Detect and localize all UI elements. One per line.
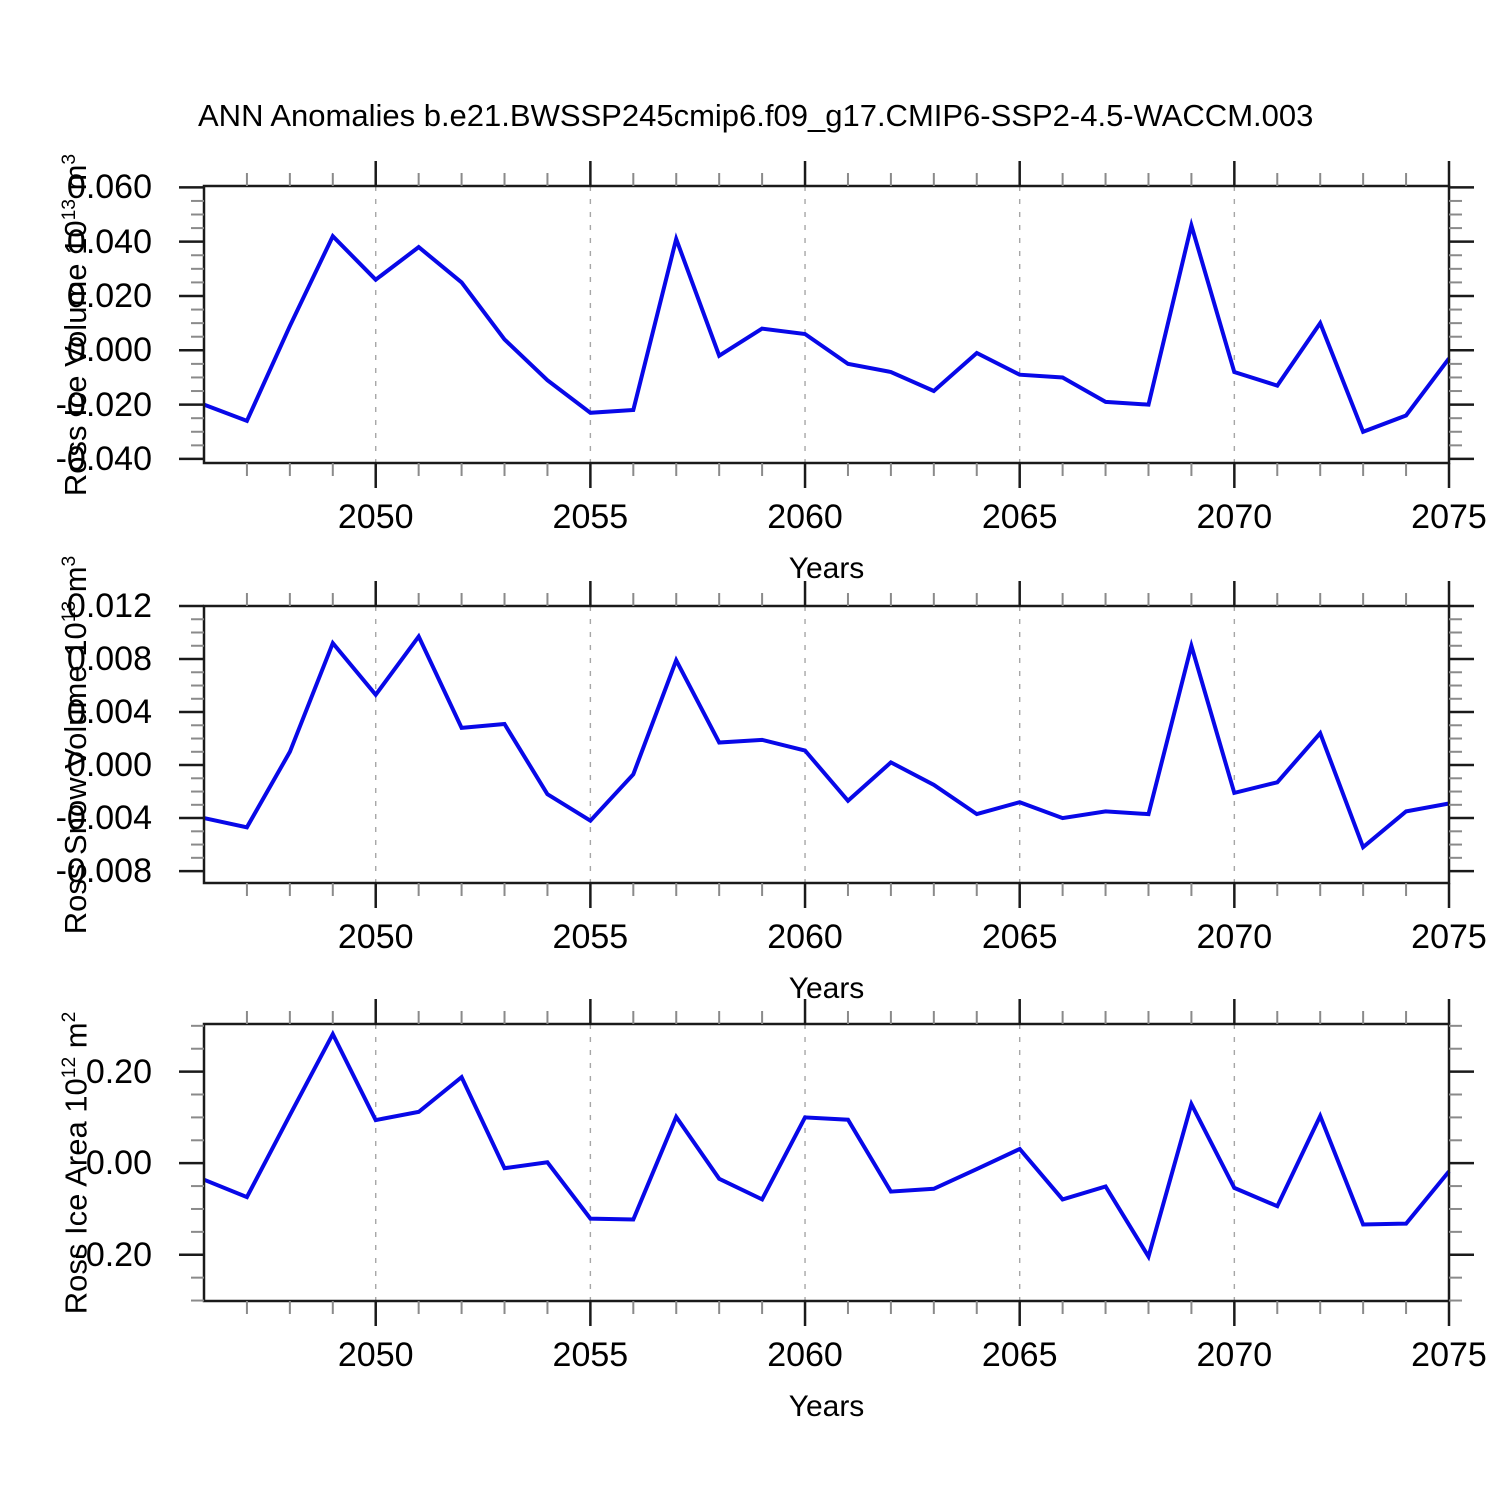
x-tick-label: 2065 <box>981 918 1058 956</box>
y-tick-label: 0.008 <box>66 640 152 678</box>
plot-border <box>202 1022 1451 1303</box>
x-tick-label: 2055 <box>552 1336 629 1374</box>
x-axis-label: Years <box>788 1390 865 1423</box>
x-tick-label: 2065 <box>981 498 1058 536</box>
gridlines-group <box>375 186 1236 463</box>
axes-and-ticks-group <box>179 581 1474 908</box>
y-tick-label: -0.020 <box>55 385 152 424</box>
y-tick-label: -0.004 <box>55 799 152 838</box>
x-tick-label: 2060 <box>767 1336 843 1374</box>
data-line <box>203 632 1450 851</box>
y-tick-label: -0.040 <box>55 439 152 478</box>
x-tick-label: 2070 <box>1196 498 1273 536</box>
data-line <box>203 217 1451 435</box>
y-tick-label: 0.000 <box>66 331 152 370</box>
x-axis-label: Years <box>788 972 865 1005</box>
x-axis-label: Years <box>788 552 865 585</box>
series-line <box>203 632 1450 851</box>
x-tick-label: 2055 <box>552 918 629 956</box>
x-tick-label: 2060 <box>767 498 843 536</box>
series-line <box>203 1029 1451 1262</box>
x-tick-label: 2070 <box>1196 1336 1273 1374</box>
plot-border <box>202 184 1451 465</box>
y-tick-label: 0.004 <box>66 693 152 732</box>
gridlines-group <box>375 1024 1236 1301</box>
y-tick-label: 0.00 <box>85 1144 152 1183</box>
plot-border <box>202 604 1451 885</box>
y-tick-label: -0.20 <box>74 1235 153 1274</box>
plot-area-ice-volume <box>179 161 1474 488</box>
plot-area-ice-area <box>179 999 1474 1326</box>
x-tick-label: 2050 <box>337 918 414 956</box>
x-tick-label: 2075 <box>1411 498 1487 536</box>
y-tick-label: 0.040 <box>66 222 152 261</box>
y-tick-label: 0.000 <box>66 746 152 785</box>
data-line <box>203 1029 1451 1262</box>
plot-area-snow-volume <box>179 581 1474 908</box>
x-tick-label: 2050 <box>337 498 414 536</box>
x-tick-label: 2075 <box>1411 1336 1487 1374</box>
x-tick-label: 2050 <box>337 1336 414 1374</box>
y-tick-label: 0.020 <box>66 276 152 315</box>
y-tick-label: 0.060 <box>66 168 152 207</box>
x-tick-label: 2075 <box>1411 918 1487 956</box>
y-tick-label: 0.20 <box>85 1052 152 1091</box>
axes-and-ticks-group <box>179 999 1474 1326</box>
chart-title: ANN Anomalies b.e21.BWSSP245cmip6.f09_g1… <box>198 98 1314 133</box>
y-tick-label: 0.012 <box>66 587 152 625</box>
x-tick-label: 2070 <box>1196 918 1273 956</box>
x-tick-label: 2060 <box>767 918 843 956</box>
x-tick-label: 2055 <box>552 498 629 536</box>
axes-and-ticks-group <box>179 161 1474 488</box>
y-tick-label: -0.008 <box>55 852 152 891</box>
gridlines-group <box>375 606 1236 883</box>
x-tick-label: 2065 <box>981 1336 1058 1374</box>
series-line <box>203 217 1451 435</box>
